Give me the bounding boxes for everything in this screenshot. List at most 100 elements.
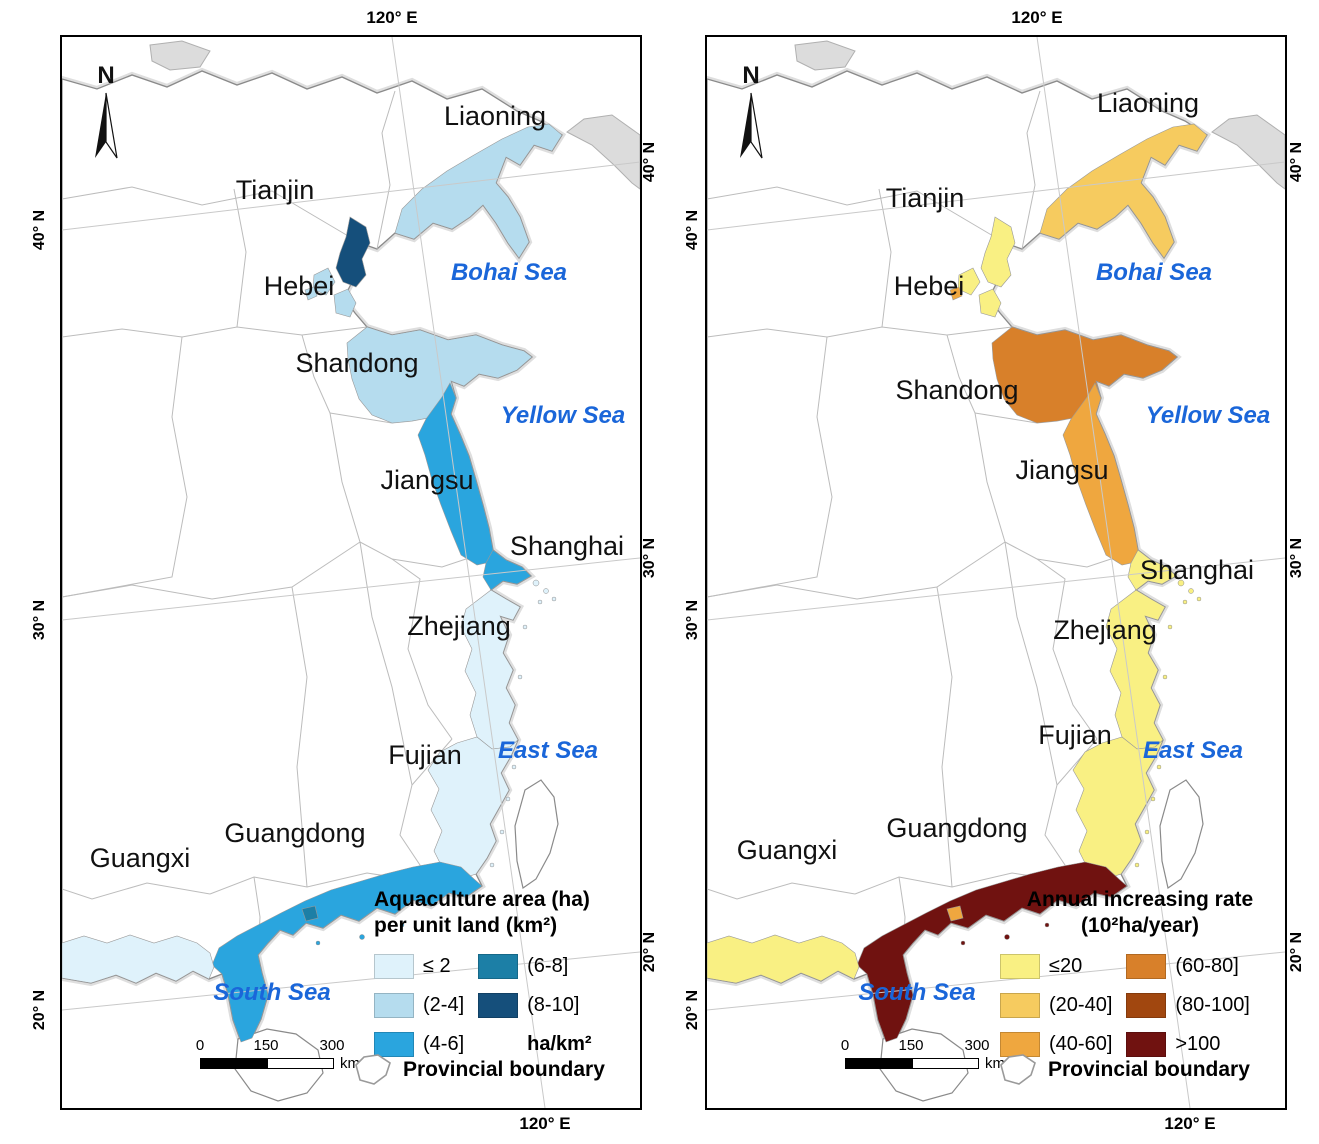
provincial-boundary-line: [1044, 738, 1098, 884]
sea-label-east: East Sea: [498, 737, 598, 764]
province-label-fujian: Fujian: [388, 740, 462, 770]
scale-bar-graphic: [200, 1058, 334, 1069]
graticule-line: [62, 557, 640, 621]
provincial-boundary-line: [936, 586, 953, 888]
provincial-boundary-line: [376, 90, 396, 250]
scale-tick-300: 300: [319, 1037, 345, 1054]
lon-label-top-panel2: 120° E: [1011, 8, 1063, 27]
graticule-line: [707, 557, 1285, 621]
legend-item: (6-8]: [478, 954, 591, 980]
province-shape-tianjin: [980, 216, 1016, 288]
legend-item: >100: [1126, 1032, 1250, 1058]
province-shape-shanghai: [482, 549, 532, 591]
legend-swatch: [1126, 993, 1167, 1018]
province-shape-liaoning: [394, 123, 563, 259]
taiwan-island: [1159, 779, 1204, 890]
province-label-hebei: Hebei: [894, 271, 965, 301]
legend-item-label: (8-10]: [527, 994, 580, 1016]
foreign-land: [149, 40, 211, 71]
legend-swatch: [374, 1032, 414, 1057]
provincial-boundary-label: Provincial boundary: [1048, 1058, 1250, 1081]
map-legend: Annual increasing rate (10²ha/year) ≤20 …: [1000, 887, 1280, 1058]
map-canvas-aquaculture: N Liaoning Tianjin Hebei Shandong Jiangsu Shan…: [62, 37, 640, 1108]
island-speck: [511, 764, 517, 770]
island-speck: [1004, 934, 1010, 940]
province-shape-guangdong: [211, 861, 483, 1043]
island-speck: [1134, 862, 1140, 868]
legend-swatch: [1126, 954, 1167, 979]
province-shape-zhejiang: [1105, 589, 1166, 750]
provincial-boundary-line: [359, 541, 413, 786]
sea-label-yellow: Yellow Sea: [1146, 402, 1271, 429]
provincial-boundary-line: [62, 336, 188, 598]
island-speck: [517, 674, 523, 680]
legend-item-label: >100: [1175, 1033, 1221, 1055]
patch-hebei-dot: [949, 286, 963, 301]
north-arrow: N: [95, 62, 118, 159]
island-speck: [1162, 674, 1168, 680]
province-label-fujian: Fujian: [1038, 720, 1112, 750]
provincial-boundary-line: [301, 334, 331, 414]
island-speck: [551, 596, 557, 602]
legend-title-line2: per unit land (km²): [374, 914, 558, 938]
province-label-tianjin: Tianjin: [236, 175, 315, 205]
island-speck: [499, 829, 505, 835]
legend-item-label: (6-8]: [527, 955, 569, 977]
north-arrow-right-half: [105, 92, 118, 159]
foreign-land: [566, 114, 640, 190]
province-label-shanghai: Shanghai: [1140, 555, 1254, 585]
island-speck: [1182, 599, 1188, 605]
scale-unit: km: [985, 1055, 1005, 1072]
scale-tick-150: 150: [898, 1037, 924, 1054]
legend-item-label: (4-6]: [423, 1033, 465, 1055]
provincial-boundary-legend: Provincial boundary: [995, 1053, 1250, 1087]
legend-swatch: [1000, 993, 1040, 1018]
provincial-boundary-line: [62, 186, 361, 244]
provincial-boundary-line: [707, 882, 856, 900]
scale-tick-0: 0: [840, 1037, 850, 1054]
map-legend: Aquaculture area (ha) per unit land (km²…: [374, 887, 642, 1058]
lat-label-30n-right-panel2: 30° N: [1288, 537, 1305, 579]
island-speck: [1177, 579, 1185, 587]
sea-label-south: South Sea: [213, 979, 330, 1006]
lat-label-20n-left-panel1: 20° N: [31, 989, 48, 1031]
province-label-guangdong: Guangdong: [224, 818, 365, 848]
lat-label-40n-right-panel1: 40° N: [641, 141, 658, 183]
island-speck: [522, 624, 528, 630]
province-shape-shandong: [991, 326, 1178, 424]
island-speck: [537, 599, 543, 605]
province-shape-hebei: [957, 267, 1002, 318]
graticule-line: [391, 37, 546, 1108]
province-label-shandong: Shandong: [895, 375, 1018, 405]
province-label-liaoning: Liaoning: [1097, 88, 1199, 118]
panel-annual-increase: N Liaoning Tianjin Hebei Shandong Jiangsu Shan…: [705, 35, 1287, 1110]
legend-item: (20-40]: [1000, 993, 1112, 1019]
island-speck: [1150, 796, 1156, 802]
scale-bar-graphic: [845, 1058, 979, 1069]
legend-item-label: ≤ 2: [423, 955, 451, 977]
lon-label-bottom-panel2: 120° E: [1164, 1114, 1216, 1133]
legend-item: (4-6]: [374, 1032, 464, 1058]
legend-title-line2: (10²ha/year): [1081, 914, 1199, 938]
graticule-line: [62, 951, 640, 1011]
island-speck: [1156, 764, 1162, 770]
lat-label-40n-left-panel1: 40° N: [31, 209, 48, 251]
island-speck: [1044, 922, 1050, 928]
taiwan-island: [514, 779, 559, 890]
legend-unit-item: ha/km²: [478, 1032, 591, 1058]
legend-item-label: (20-40]: [1049, 994, 1113, 1016]
legend-swatch: [374, 954, 414, 979]
patch-hebei-dot: [304, 286, 318, 301]
island-speck: [399, 922, 405, 928]
legend-item: (80-100]: [1126, 993, 1250, 1019]
legend-item-label: (80-100]: [1175, 994, 1250, 1016]
province-label-tianjin: Tianjin: [886, 183, 965, 213]
north-arrow-label: N: [742, 62, 759, 89]
patch-pearl-dot: [946, 905, 964, 922]
foreign-land: [1211, 114, 1285, 190]
scale-bar: 0 150 300 km: [196, 1037, 370, 1072]
north-arrow-left-half: [740, 93, 751, 158]
province-label-guangdong: Guangdong: [886, 813, 1027, 843]
province-label-guangxi: Guangxi: [737, 835, 838, 865]
sea-label-south: South Sea: [858, 979, 975, 1006]
